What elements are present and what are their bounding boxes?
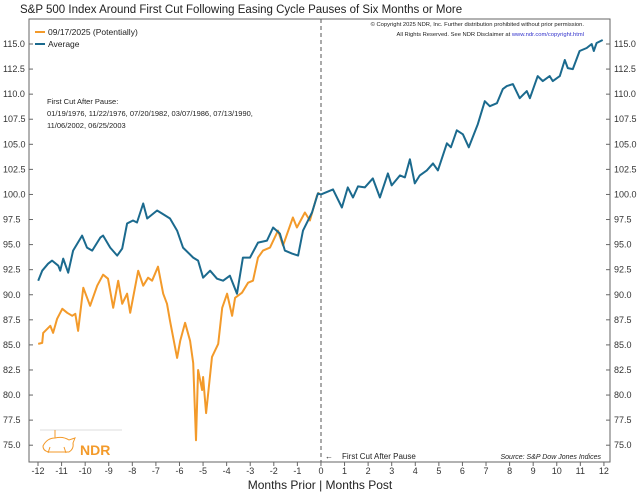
- ndr-logo: NDR: [40, 429, 122, 458]
- y-tick-label-right: 115.0: [614, 39, 636, 49]
- x-tick-label: -6: [175, 466, 183, 476]
- arrow-left-icon: ←: [325, 452, 333, 461]
- y-tick-label-right: 82.5: [614, 365, 632, 375]
- x-tick-label: 12: [599, 466, 609, 476]
- y-tick-label-right: 95.0: [614, 240, 632, 250]
- y-tick-label-left: 75.0: [3, 440, 21, 450]
- x-tick-label: -4: [223, 466, 231, 476]
- logo-text: NDR: [80, 442, 110, 458]
- x-tick-label: -8: [128, 466, 136, 476]
- x-tick-label: -5: [199, 466, 207, 476]
- source-note: Source: S&P Dow Jones Indices: [500, 454, 601, 461]
- series-line-average: [37, 39, 604, 295]
- x-tick-label: -12: [31, 466, 44, 476]
- y-tick-label-left: 80.0: [3, 390, 21, 400]
- y-tick-label-right: 85.0: [614, 340, 632, 350]
- y-tick-label-right: 77.5: [614, 415, 632, 425]
- y-tick-label-left: 97.5: [3, 215, 21, 225]
- y-tick-label-left: 107.5: [3, 114, 26, 124]
- x-tick-label: 7: [484, 466, 489, 476]
- y-tick-label-right: 102.5: [614, 164, 637, 174]
- legend-label-average: Average: [48, 39, 80, 49]
- y-tick-label-left: 90.0: [3, 290, 21, 300]
- y-tick-label-left: 87.5: [3, 315, 21, 325]
- copyright-line-2: All Rights Reserved. See NDR Disclaimer …: [396, 32, 584, 38]
- y-tick-label-right: 92.5: [614, 265, 632, 275]
- annotation-heading: First Cut After Pause:: [47, 97, 118, 106]
- y-tick-label-right: 107.5: [614, 114, 637, 124]
- x-tick-label: 10: [552, 466, 562, 476]
- x-tick-label: 4: [413, 466, 418, 476]
- y-tick-label-left: 105.0: [3, 139, 26, 149]
- x-tick-label: 2: [366, 466, 371, 476]
- y-tick-label-left: 85.0: [3, 340, 21, 350]
- annotation-dates-1: 01/19/1976, 11/22/1976, 07/20/1982, 03/0…: [47, 109, 253, 118]
- y-tick-label-left: 102.5: [3, 164, 26, 174]
- vline-label: First Cut After Pause: [342, 452, 416, 461]
- copyright-line-1: © Copyright 2025 NDR, Inc. Further distr…: [371, 21, 585, 28]
- legend-label-potential: 09/17/2025 (Potentially): [48, 27, 138, 37]
- annotation-dates-2: 11/06/2002, 06/25/2003: [47, 121, 126, 130]
- y-tick-label-right: 112.5: [614, 64, 636, 74]
- series-line-potential: [37, 191, 320, 442]
- x-tick-label: 6: [460, 466, 465, 476]
- y-tick-label-left: 92.5: [3, 265, 21, 275]
- y-tick-label-right: 110.0: [614, 89, 636, 99]
- vline-annotation: ← First Cut After Pause: [325, 452, 416, 461]
- x-tick-label: -9: [105, 466, 113, 476]
- plot-frame: [28, 18, 611, 463]
- y-tick-label-left: 77.5: [3, 415, 21, 425]
- y-tick-label-left: 95.0: [3, 240, 21, 250]
- x-tick-label: 8: [507, 466, 512, 476]
- y-tick-label-left: 115.0: [3, 39, 25, 49]
- x-tick-label: 9: [531, 466, 536, 476]
- chart-title: S&P 500 Index Around First Cut Following…: [20, 4, 462, 16]
- y-tick-label-right: 87.5: [614, 315, 632, 325]
- x-tick-label: 3: [389, 466, 394, 476]
- x-axis-label: Months Prior | Months Post: [248, 478, 393, 492]
- x-tick-label: -11: [55, 466, 67, 476]
- x-tick-label: -2: [270, 466, 278, 476]
- y-tick-label-right: 90.0: [614, 290, 632, 300]
- x-tick-label: -10: [79, 466, 92, 476]
- y-tick-label-left: 100.0: [3, 189, 26, 199]
- y-tick-label-left: 112.5: [3, 64, 25, 74]
- y-tick-label-right: 80.0: [614, 390, 632, 400]
- x-tick-label: 0: [318, 466, 323, 476]
- y-tick-label-right: 75.0: [614, 440, 632, 450]
- y-tick-label-right: 100.0: [614, 189, 637, 199]
- legend: 09/17/2025 (Potentially) Average: [35, 27, 138, 49]
- copyright-text: All Rights Reserved. See NDR Disclaimer …: [396, 32, 511, 38]
- x-tick-label: -7: [152, 466, 160, 476]
- x-tick-label: 5: [436, 466, 441, 476]
- bull-bear-icon: [42, 430, 76, 454]
- copyright-link[interactable]: www.ndr.com/copyright.html: [511, 32, 584, 38]
- y-tick-label-right: 105.0: [614, 139, 637, 149]
- x-tick-label: 1: [342, 466, 347, 476]
- x-tick-label: -3: [246, 466, 254, 476]
- x-tick-label: -1: [293, 466, 301, 476]
- y-tick-label-right: 97.5: [614, 215, 632, 225]
- y-tick-label-left: 110.0: [3, 89, 25, 99]
- x-tick-label: 11: [576, 466, 585, 476]
- y-tick-label-left: 82.5: [3, 365, 21, 375]
